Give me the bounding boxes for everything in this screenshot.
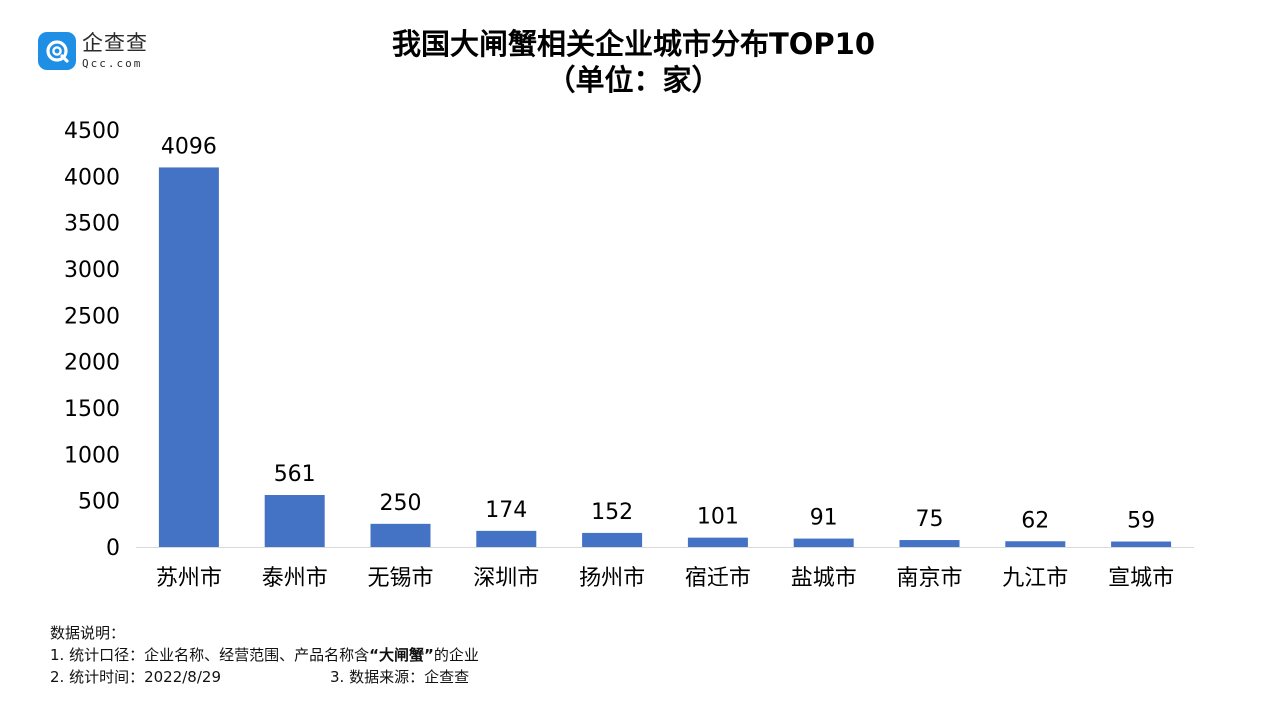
data-label: 101 — [697, 505, 739, 530]
x-tick-label: 苏州市 — [156, 566, 222, 591]
logo-domain: Qcc.com — [82, 57, 143, 70]
bar — [1005, 541, 1066, 547]
data-label: 59 — [1127, 509, 1155, 534]
notes-line-1-quoted: “大闸蟹” — [369, 646, 434, 664]
y-tick-label: 3000 — [64, 258, 120, 283]
notes-line-1-suffix: 的企业 — [433, 646, 479, 664]
x-tick-label: 宣城市 — [1108, 566, 1174, 591]
y-tick-label: 4500 — [64, 119, 120, 144]
data-label: 75 — [916, 507, 944, 532]
data-label: 561 — [274, 462, 316, 487]
logo-name: 企查查 — [82, 31, 148, 55]
y-tick-label: 2500 — [64, 304, 120, 329]
qcc-logo: 企查查 Qcc.com — [38, 32, 148, 70]
notes-line-1-prefix: 1. 统计口径：企业名称、经营范围、产品名称含 — [50, 646, 370, 664]
x-tick-label: 盐城市 — [791, 566, 857, 591]
y-tick-label: 500 — [78, 490, 120, 515]
chart-subtitle: （单位：家） — [546, 63, 721, 97]
data-notes: 数据说明： 1. 统计口径：企业名称、经营范围、产品名称含 “大闸蟹” 的企业 2.… — [50, 622, 479, 688]
bar — [899, 540, 960, 547]
x-tick-label: 泰州市 — [262, 566, 328, 591]
chart-title-block: 我国大闸蟹相关企业城市分布TOP10 （单位：家） — [0, 26, 1267, 98]
x-tick-label: 无锡市 — [367, 566, 433, 591]
data-label: 152 — [591, 500, 633, 525]
bar — [370, 523, 431, 547]
bar — [793, 538, 854, 547]
data-label: 4096 — [161, 134, 217, 159]
bar — [264, 495, 325, 547]
bar — [158, 167, 219, 548]
qcc-logo-icon — [38, 32, 76, 70]
x-tick-label: 扬州市 — [579, 566, 645, 591]
x-tick-label: 宿迁市 — [685, 566, 751, 591]
bar — [582, 532, 643, 547]
bar — [476, 530, 537, 547]
data-label: 250 — [380, 491, 422, 516]
notes-line-1: 1. 统计口径：企业名称、经营范围、产品名称含 “大闸蟹” 的企业 — [50, 644, 479, 666]
data-label: 174 — [485, 498, 527, 523]
bar — [687, 537, 748, 547]
notes-data-source: 3. 数据来源：企查查 — [330, 668, 470, 686]
y-tick-label: 0 — [106, 536, 120, 561]
x-tick-label: 九江市 — [1002, 566, 1068, 591]
x-tick-label: 南京市 — [896, 566, 962, 591]
y-tick-label: 2000 — [64, 351, 120, 376]
data-label: 91 — [810, 506, 838, 531]
x-tick-label: 深圳市 — [473, 566, 539, 591]
chart-title: 我国大闸蟹相关企业城市分布TOP10 — [391, 27, 876, 61]
notes-line-2: 2. 统计时间：2022/8/29 3. 数据来源：企查查 — [50, 666, 479, 688]
y-tick-label: 1500 — [64, 397, 120, 422]
data-label: 62 — [1021, 508, 1049, 533]
y-tick-label: 4000 — [64, 165, 120, 190]
notes-heading: 数据说明： — [50, 624, 126, 642]
notes-stat-time: 2. 统计时间：2022/8/29 — [50, 668, 221, 686]
y-tick-label: 1000 — [64, 443, 120, 468]
bar — [1111, 541, 1172, 547]
y-tick-label: 3500 — [64, 212, 120, 237]
